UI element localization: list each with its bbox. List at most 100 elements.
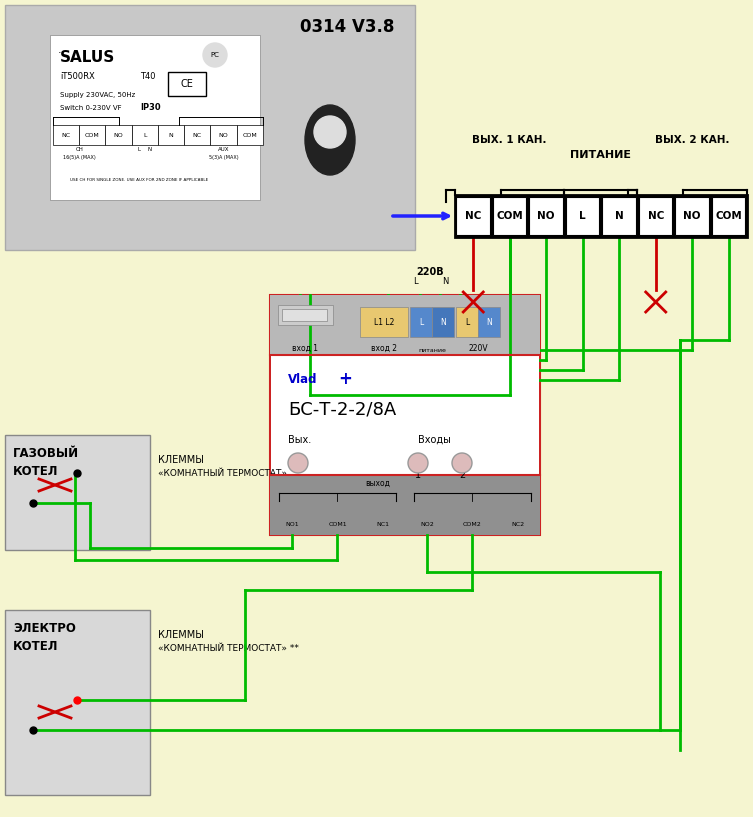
Bar [639,197,672,235]
Text: БС-Т-2-2/8А: БС-Т-2-2/8А [288,400,396,418]
Text: USE CH FOR SINGLE ZONE. USE AUX FOR 2ND ZONE IF APPLICABLE: USE CH FOR SINGLE ZONE. USE AUX FOR 2ND … [70,178,209,182]
Text: «КОМНАТНЫЙ ТЕРМОСТАТ» **: «КОМНАТНЫЙ ТЕРМОСТАТ» ** [158,644,299,653]
Text: COM: COM [242,132,258,137]
Bar [184,125,211,145]
Text: 5(3)A (MAX): 5(3)A (MAX) [209,155,239,160]
Text: iT500RX: iT500RX [60,72,95,81]
Bar [5,5,415,250]
Text: 16(5)A (MAX): 16(5)A (MAX) [62,155,96,160]
Bar [278,305,333,325]
Text: ЭЛЕКТРО: ЭЛЕКТРО [13,622,76,635]
Text: КОТЕЛ: КОТЕЛ [13,465,59,478]
Text: T40: T40 [140,72,156,81]
Text: ВЫХ. 1 КАН.: ВЫХ. 1 КАН. [472,135,547,145]
Text: AUX: AUX [218,147,230,152]
Text: NO1: NO1 [285,522,299,527]
Bar [456,197,490,235]
Text: ·: · [58,48,62,58]
Text: SALUS: SALUS [60,50,115,65]
Text: COM1: COM1 [328,522,347,527]
Text: L1 L2: L1 L2 [373,318,394,327]
Text: NO: NO [684,211,701,221]
Bar [478,307,500,337]
Text: N: N [486,318,492,327]
Text: Vlad: Vlad [288,373,318,386]
Circle shape [288,453,308,473]
Bar [602,197,636,235]
Text: N: N [169,132,173,137]
Bar [456,307,478,337]
Text: ГАЗОВЫЙ: ГАЗОВЫЙ [13,447,79,460]
Bar [360,307,408,337]
Text: Входы: Входы [418,435,451,445]
Text: NC: NC [62,132,71,137]
Bar [53,125,79,145]
Circle shape [408,453,428,473]
Text: NO: NO [538,211,555,221]
Bar [79,125,105,145]
Bar [158,125,184,145]
Text: CE: CE [181,79,194,89]
Text: Switch 0-230V VF: Switch 0-230V VF [60,105,122,111]
Bar [271,355,539,475]
Text: «КОМНАТНЫЙ ТЕРМОСТАТ»: «КОМНАТНЫЙ ТЕРМОСТАТ» [158,469,287,478]
Bar [50,35,260,200]
Text: NC: NC [648,211,664,221]
Text: 2: 2 [459,470,465,480]
Text: 220V: 220V [468,344,488,353]
Text: питание: питание [418,348,446,353]
Text: ПИТАНИЕ: ПИТАНИЕ [571,150,632,160]
Bar [270,475,540,535]
Text: 1: 1 [415,470,421,480]
Text: L: L [143,132,147,137]
Text: Supply 230VAC, 50Hz: Supply 230VAC, 50Hz [60,92,136,98]
Bar [675,197,709,235]
Bar [270,295,540,535]
Text: вход 2: вход 2 [371,344,397,353]
Bar [270,295,540,355]
Text: NO2: NO2 [421,522,434,527]
Text: NC2: NC2 [511,522,524,527]
Text: L    N: L N [138,147,152,152]
Text: КЛЕММЫ: КЛЕММЫ [158,630,204,640]
Bar [168,72,206,96]
Text: ВЫХ. 2 КАН.: ВЫХ. 2 КАН. [655,135,730,145]
Text: L: L [580,211,586,221]
Text: L: L [413,277,417,286]
Bar [529,197,563,235]
Text: COM: COM [85,132,99,137]
Text: PC: PC [211,52,219,58]
Text: N: N [615,211,623,221]
Text: NC1: NC1 [376,522,389,527]
Text: NC: NC [465,211,481,221]
Text: выход: выход [365,479,391,488]
Bar [282,309,327,321]
Bar [105,125,132,145]
Text: N: N [440,318,446,327]
Bar [455,195,747,237]
Bar [566,197,599,235]
Text: вход 1: вход 1 [292,344,318,353]
Ellipse shape [314,116,346,148]
Bar [211,125,236,145]
Text: +: + [338,370,352,388]
Text: 220В: 220В [416,267,444,277]
Text: L: L [419,318,423,327]
Text: Вых.: Вых. [288,435,311,445]
Text: 0314 V3.8: 0314 V3.8 [300,18,395,36]
Text: COM: COM [715,211,742,221]
Text: COM: COM [496,211,523,221]
Text: КОТЕЛ: КОТЕЛ [13,640,59,653]
Bar [5,435,150,550]
Bar [5,610,150,795]
Bar [236,125,263,145]
Text: IP30: IP30 [140,103,160,112]
Circle shape [203,43,227,67]
Text: COM2: COM2 [463,522,482,527]
Bar [132,125,158,145]
Text: NC: NC [193,132,202,137]
Bar [493,197,526,235]
Text: N: N [442,277,448,286]
Circle shape [452,453,472,473]
Bar [712,197,745,235]
